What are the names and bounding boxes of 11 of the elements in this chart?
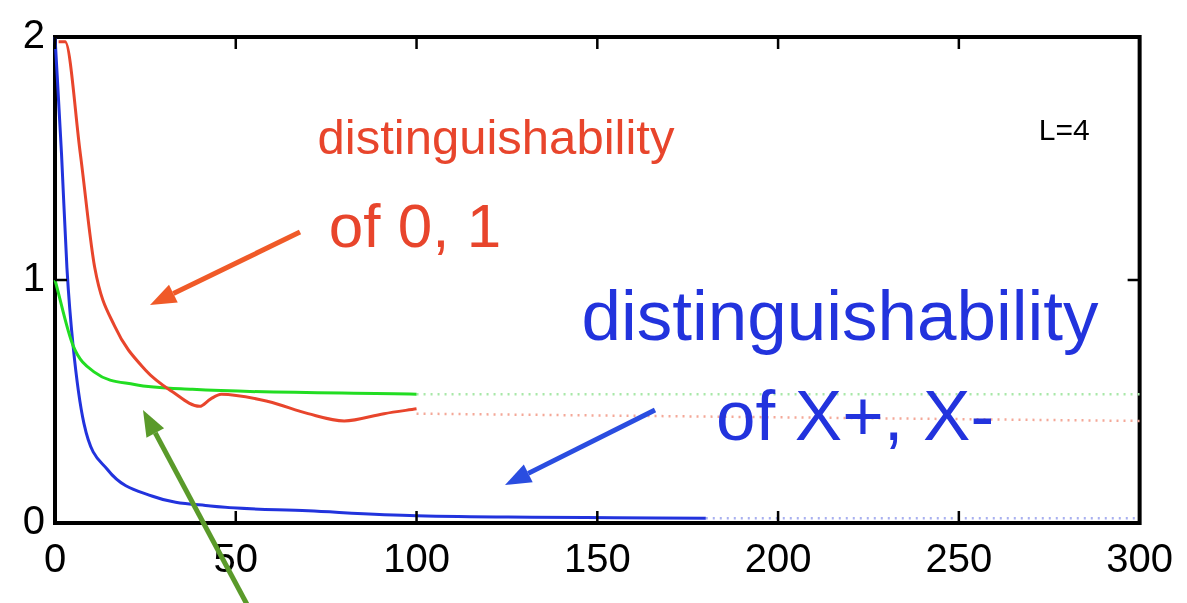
x-tick-label: 200 xyxy=(744,536,812,581)
annotation: distinguishability of 0, 1 xyxy=(317,109,675,261)
y-tick-label: 0 xyxy=(22,498,45,543)
x-tick-label: 100 xyxy=(383,536,450,581)
x-tick-label: 150 xyxy=(563,536,631,581)
x-tick-label: 250 xyxy=(925,536,993,581)
x-tick-label: 300 xyxy=(1106,536,1174,581)
annotation: distinguishability of X+, X- xyxy=(581,275,1099,455)
y-tick-label: 2 xyxy=(22,12,45,57)
annotation: L=4 xyxy=(1038,113,1090,147)
y-tick-label: 1 xyxy=(22,255,45,300)
